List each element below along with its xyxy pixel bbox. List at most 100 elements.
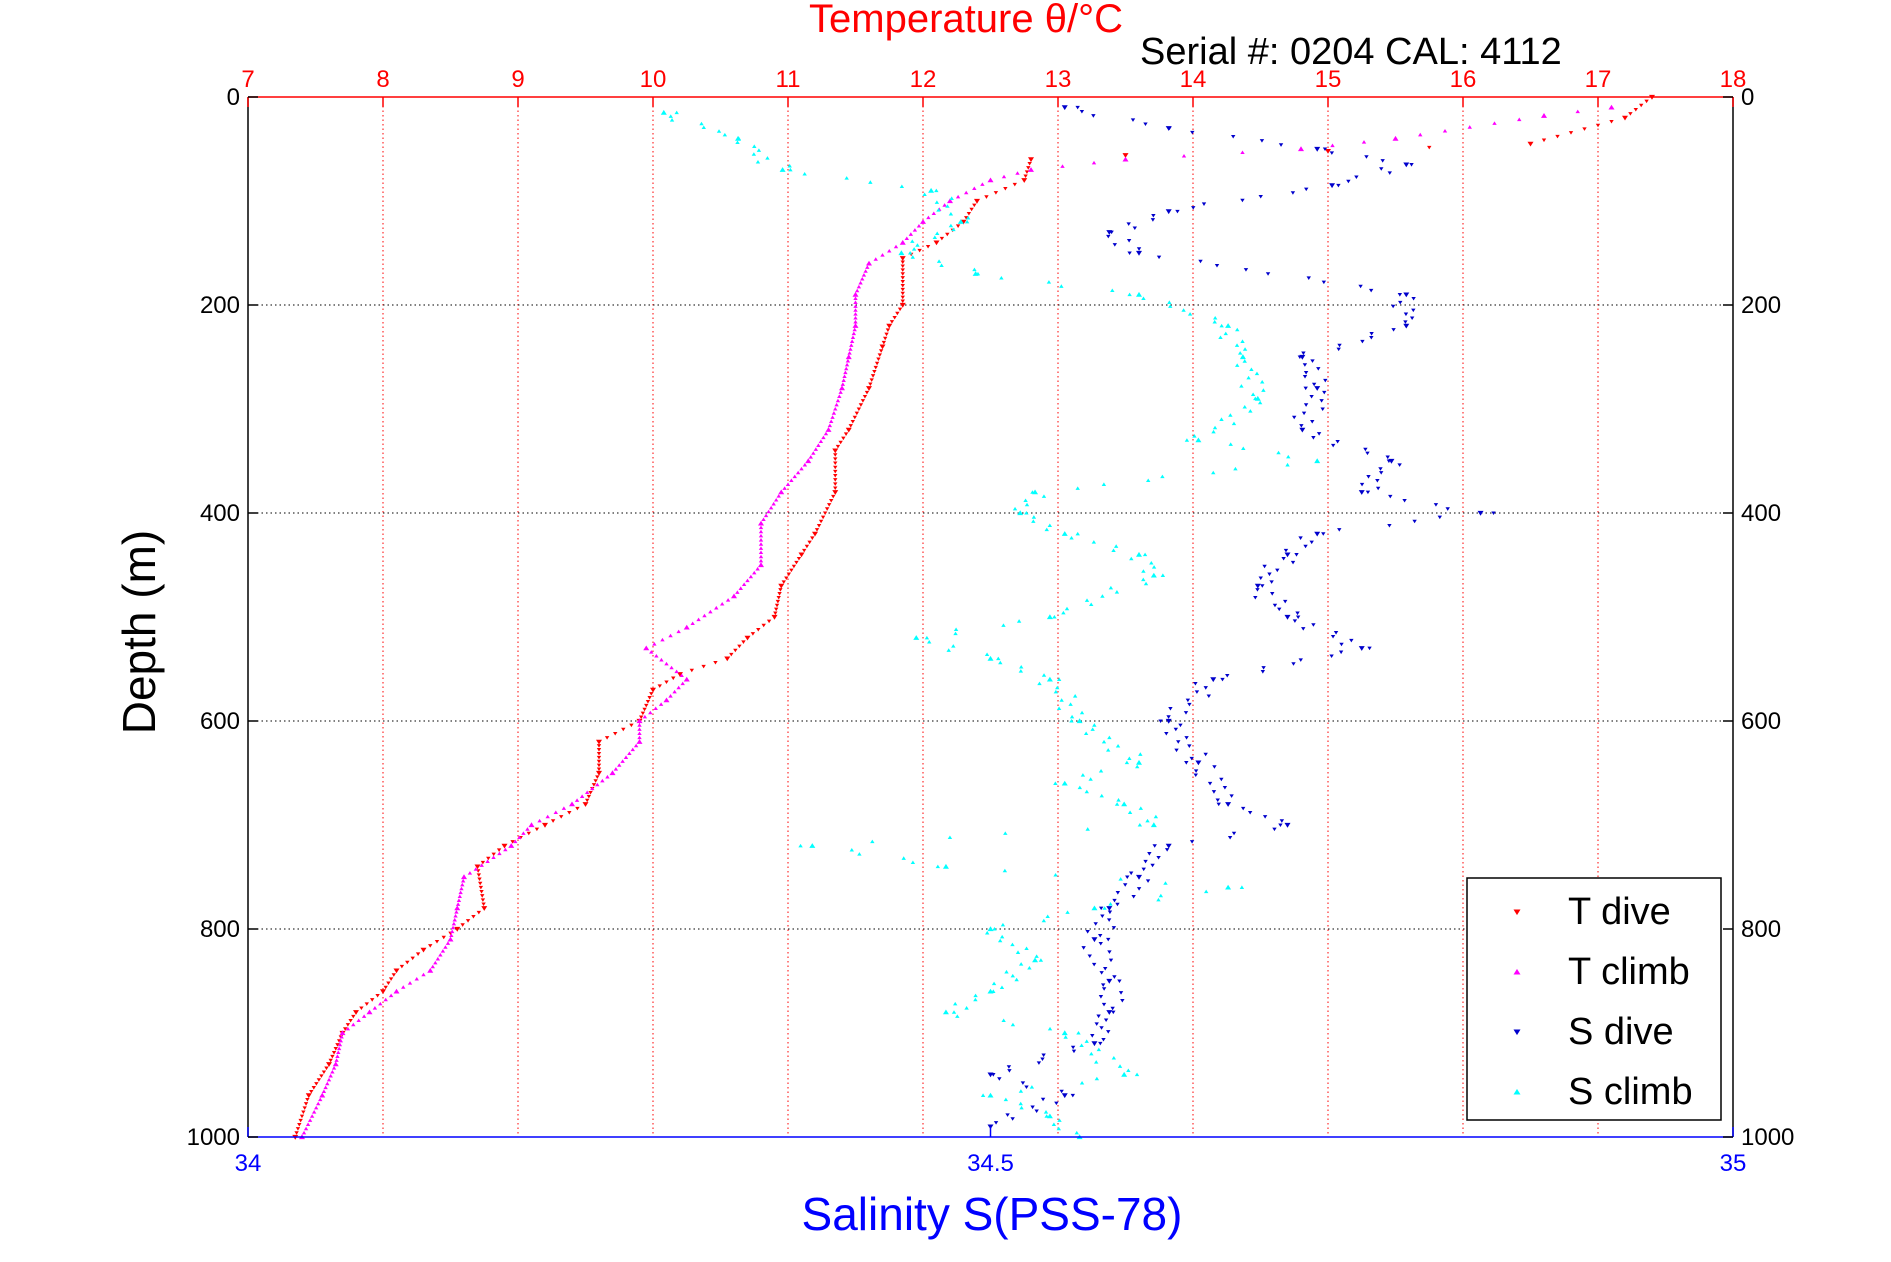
y-axis-label: Depth (m): [113, 530, 165, 734]
series-point: [1239, 384, 1244, 388]
series-point: [1290, 191, 1296, 195]
series-point: [456, 898, 462, 902]
series-point: [755, 566, 760, 571]
data-point: [987, 1072, 994, 1078]
series-point: [768, 505, 774, 510]
series-point: [1302, 363, 1308, 367]
series-point: [848, 424, 853, 428]
data-point: [1403, 292, 1410, 298]
series-point: [623, 755, 629, 759]
series-point: [1019, 1105, 1024, 1110]
series-point: [854, 288, 860, 293]
series-point: [1358, 284, 1363, 289]
series-point: [1100, 983, 1106, 987]
data-point: [1225, 323, 1232, 328]
series-point: [973, 993, 978, 998]
series-point: [1364, 155, 1369, 159]
data-point: [778, 583, 785, 589]
series-point: [1094, 1022, 1099, 1026]
series-point: [1098, 768, 1104, 773]
series-point: [869, 378, 874, 382]
series-point: [1254, 371, 1260, 376]
data-point: [1254, 395, 1261, 401]
series-point: [303, 1102, 309, 1106]
series-point: [1024, 502, 1030, 507]
data-point: [1477, 510, 1484, 516]
series-point: [1091, 160, 1097, 165]
series-point: [1149, 560, 1154, 565]
series-point: [674, 669, 679, 674]
series-point: [1156, 897, 1161, 902]
series-point: [1110, 1006, 1115, 1011]
series-point: [1187, 312, 1193, 316]
series-point: [1644, 99, 1649, 104]
legend-label: T dive: [1568, 891, 1671, 933]
series-point: [1037, 681, 1042, 686]
series-point: [1145, 818, 1150, 823]
series-point: [459, 886, 464, 891]
data-point: [972, 271, 979, 276]
series-point: [1010, 942, 1015, 947]
series-point: [513, 839, 518, 844]
series-point: [1107, 950, 1112, 954]
series-point: [1141, 569, 1146, 573]
series-point: [748, 574, 754, 579]
series-point: [955, 194, 961, 199]
series-point: [1239, 885, 1245, 889]
series-point: [1047, 523, 1053, 528]
series-point: [1084, 789, 1089, 794]
series-point: [862, 394, 868, 399]
series-point: [1223, 331, 1228, 336]
series-point: [833, 457, 838, 461]
series-point: [559, 815, 564, 819]
series-point: [808, 455, 813, 459]
series-point: [984, 652, 990, 656]
series-point: [433, 960, 438, 965]
series-point: [1235, 327, 1240, 332]
series-point: [452, 917, 457, 922]
series-point: [1283, 599, 1288, 604]
series-point: [1018, 1089, 1024, 1093]
series-point: [1118, 991, 1124, 995]
series-point: [816, 443, 821, 447]
series-point: [1360, 339, 1365, 344]
series-point: [1279, 819, 1285, 823]
series-point: [669, 665, 674, 670]
series-point: [1316, 432, 1322, 436]
data-point: [852, 323, 859, 328]
series-point: [676, 685, 681, 690]
series-point: [1023, 498, 1028, 503]
series-point: [1346, 179, 1351, 184]
series-point: [1225, 673, 1230, 678]
series-point: [1231, 831, 1237, 836]
data-point: [1046, 614, 1053, 620]
data-point: [305, 1093, 312, 1099]
series-point: [658, 702, 664, 706]
series-point: [1215, 798, 1220, 803]
series-point: [316, 1078, 322, 1082]
series-point: [1321, 280, 1327, 285]
series-point: [833, 469, 838, 474]
series-point: [1126, 238, 1132, 243]
left-tick-label: 600: [200, 708, 240, 735]
series-point: [1063, 1035, 1068, 1039]
series-point: [1211, 429, 1216, 434]
series-point: [696, 617, 701, 622]
series-point: [1366, 475, 1371, 479]
series-point: [955, 224, 961, 228]
series-point: [1258, 195, 1263, 199]
series-point: [1262, 564, 1267, 569]
series-point: [1081, 946, 1086, 950]
series-point: [407, 981, 413, 985]
series-point: [491, 855, 496, 860]
series-point: [313, 1105, 319, 1110]
series-point: [756, 627, 761, 632]
series-point: [1212, 319, 1217, 324]
series-point: [457, 894, 462, 899]
data-point: [636, 718, 643, 724]
series-point: [1333, 631, 1339, 635]
data-point: [758, 562, 764, 568]
series-point: [1193, 769, 1199, 773]
series-point: [1018, 669, 1024, 673]
